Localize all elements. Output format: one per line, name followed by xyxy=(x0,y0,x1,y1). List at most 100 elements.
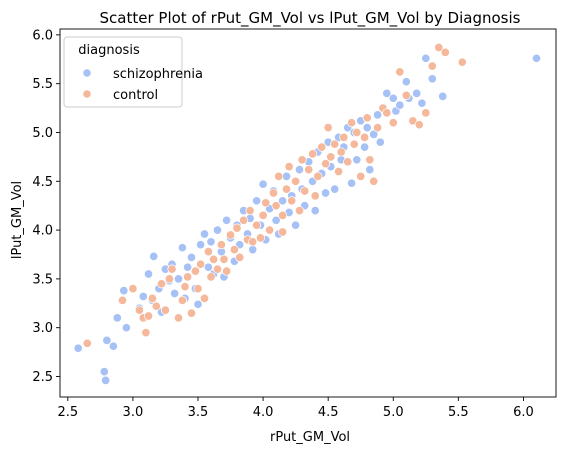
data-point-control-18 xyxy=(190,266,200,276)
data-point-control-33 xyxy=(239,215,249,225)
data-point-control-65 xyxy=(343,157,353,167)
data-point-schizophrenia-56 xyxy=(294,165,305,175)
data-point-control-55 xyxy=(310,191,320,201)
y-tick-label-5: 5.0 xyxy=(32,126,53,141)
y-tick-label-6: 5.5 xyxy=(32,77,53,92)
data-point-control-29 xyxy=(225,230,236,240)
data-point-schizophrenia-76 xyxy=(360,142,370,152)
data-point-control-53 xyxy=(304,165,314,175)
data-point-schizophrenia-89 xyxy=(417,98,427,108)
data-point-schizophrenia-90 xyxy=(421,53,431,63)
data-point-control-41 xyxy=(265,225,275,235)
data-point-control-46 xyxy=(281,184,292,194)
chart-title: Scatter Plot of rPut_GM_Vol vs lPut_GM_V… xyxy=(100,9,521,28)
data-point-control-70 xyxy=(360,132,370,142)
data-point-schizophrenia-77 xyxy=(362,123,372,133)
data-point-control-81 xyxy=(414,120,424,130)
legend-marker-schizophrenia xyxy=(82,68,92,78)
data-point-control-19 xyxy=(193,284,203,294)
data-point-schizophrenia-22 xyxy=(183,262,193,272)
data-point-schizophrenia-12 xyxy=(149,251,159,261)
x-tick-label-6: 5.5 xyxy=(448,405,469,420)
data-point-schizophrenia-51 xyxy=(278,196,288,206)
x-tick-label-2: 3.5 xyxy=(188,405,209,420)
data-point-control-37 xyxy=(252,220,262,230)
data-point-control-62 xyxy=(334,166,344,177)
data-point-control-79 xyxy=(401,90,411,100)
data-point-control-20 xyxy=(196,259,206,269)
data-point-control-11 xyxy=(164,274,174,284)
data-point-schizophrenia-79 xyxy=(369,129,379,139)
data-point-schizophrenia-6 xyxy=(119,286,129,296)
y-tick-label-4: 4.5 xyxy=(32,175,53,190)
data-point-control-36 xyxy=(248,237,258,247)
x-axis-title: rPut_GM_Vol xyxy=(270,430,350,445)
data-point-control-10 xyxy=(160,305,170,315)
data-point-control-30 xyxy=(229,245,239,255)
data-point-control-87 xyxy=(278,227,288,237)
legend-label-control: control xyxy=(113,88,158,103)
data-point-schizophrenia-55 xyxy=(291,220,301,230)
data-point-schizophrenia-72 xyxy=(347,178,357,188)
data-point-schizophrenia-81 xyxy=(375,137,385,147)
y-tick-label-0: 2.5 xyxy=(32,370,53,385)
data-point-control-73 xyxy=(369,176,379,186)
y-tick-label-1: 3.0 xyxy=(32,321,53,336)
x-tick-label-1: 3.0 xyxy=(123,405,144,420)
data-point-control-14 xyxy=(177,295,187,305)
data-point-control-9 xyxy=(156,279,167,289)
data-point-control-52 xyxy=(300,186,310,196)
data-point-schizophrenia-3 xyxy=(102,335,112,345)
plot-frame xyxy=(59,28,557,398)
data-point-control-58 xyxy=(321,159,331,169)
data-point-schizophrenia-20 xyxy=(177,243,187,253)
points-layer xyxy=(73,42,542,385)
data-point-control-48 xyxy=(287,196,297,206)
data-point-control-85 xyxy=(440,47,450,57)
data-point-schizophrenia-80 xyxy=(373,110,383,120)
data-point-control-28 xyxy=(222,266,232,276)
data-point-control-72 xyxy=(365,155,375,165)
data-point-control-49 xyxy=(291,176,301,186)
data-point-control-1 xyxy=(117,295,128,305)
data-point-schizophrenia-9 xyxy=(138,291,148,302)
x-tick-label-7: 6.0 xyxy=(513,405,534,420)
data-point-control-25 xyxy=(212,264,223,274)
data-point-control-76 xyxy=(382,108,392,118)
y-axis: 2.5 3.0 3.5 4.0 4.5 5.0 5.5 6.0 xyxy=(32,28,60,385)
data-point-control-54 xyxy=(308,149,318,159)
data-point-control-57 xyxy=(317,142,327,152)
y-tick-label-3: 4.0 xyxy=(32,224,53,239)
data-point-schizophrenia-2 xyxy=(101,375,111,385)
data-point-schizophrenia-64 xyxy=(321,188,331,198)
data-point-control-38 xyxy=(255,233,266,243)
data-point-schizophrenia-28 xyxy=(203,262,213,272)
data-point-control-61 xyxy=(330,139,340,149)
data-point-schizophrenia-27 xyxy=(199,229,210,239)
data-point-schizophrenia-31 xyxy=(212,225,223,235)
data-point-control-27 xyxy=(219,254,229,264)
data-point-schizophrenia-18 xyxy=(170,288,180,299)
data-point-control-8 xyxy=(151,301,161,311)
data-point-control-23 xyxy=(206,272,216,282)
data-point-schizophrenia-45 xyxy=(258,179,268,189)
data-point-control-13 xyxy=(173,313,184,323)
data-point-schizophrenia-0 xyxy=(73,343,83,353)
data-point-control-86 xyxy=(457,57,467,67)
data-point-schizophrenia-7 xyxy=(121,323,131,333)
data-point-schizophrenia-67 xyxy=(330,184,340,194)
data-point-schizophrenia-10 xyxy=(143,269,154,279)
data-point-control-40 xyxy=(261,198,271,208)
data-point-schizophrenia-83 xyxy=(388,93,398,103)
data-point-control-17 xyxy=(186,308,197,318)
x-axis: 2.5 3.0 3.5 4.0 4.5 5.0 5.5 6.0 xyxy=(57,397,534,420)
data-point-control-15 xyxy=(180,282,190,292)
data-point-schizophrenia-78 xyxy=(365,165,375,175)
data-point-control-64 xyxy=(339,132,349,142)
y-tick-label-7: 6.0 xyxy=(32,28,53,43)
y-tick-label-2: 3.5 xyxy=(32,272,53,287)
data-point-schizophrenia-42 xyxy=(248,245,258,255)
x-tick-label-3: 4.0 xyxy=(253,405,274,420)
data-point-schizophrenia-23 xyxy=(186,252,197,262)
data-point-control-42 xyxy=(268,188,279,198)
